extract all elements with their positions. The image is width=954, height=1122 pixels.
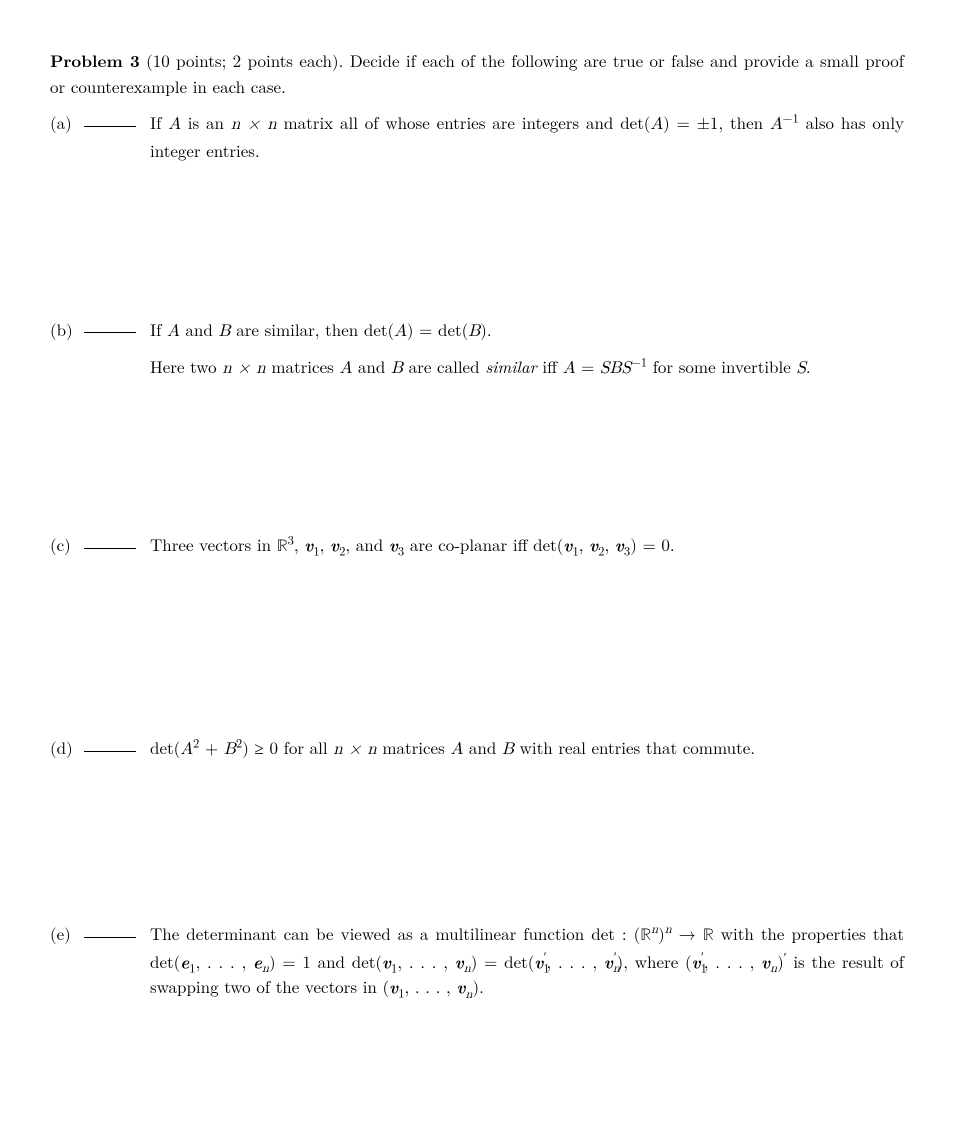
part-e-blank[interactable]	[84, 920, 136, 938]
problem-intro: Problem 3 (10 points; 2 points each). De…	[50, 48, 904, 98]
part-d: (d) det(A2 + B2) ≥ 0 for all n × n matri…	[50, 735, 904, 763]
part-b: (b) If A and B are similar, then det(A) …	[50, 317, 904, 382]
problem-points: (10 points; 2 points each).	[140, 48, 344, 72]
part-e-body: The determinant can be viewed as a multi…	[150, 921, 904, 1000]
part-c-blank[interactable]	[84, 531, 136, 549]
part-b-blank[interactable]	[84, 316, 136, 334]
parts-list: (a) If A is an n × n matrix all of whose…	[50, 110, 904, 1000]
part-d-label: (d)	[50, 735, 84, 760]
part-c-body: Three vectors in ℝ3, v1, v2, and v3 are …	[150, 532, 904, 560]
part-d-body: det(A2 + B2) ≥ 0 for all n × n matrices …	[150, 735, 904, 763]
gap-b	[50, 390, 904, 532]
gap-a	[50, 171, 904, 317]
part-c-label: (c)	[50, 532, 84, 557]
part-a-label: (a)	[50, 110, 84, 135]
part-b-body: If A and B are similar, then det(A) = de…	[150, 317, 904, 382]
part-e-label: (e)	[50, 921, 84, 946]
problem-title: Problem 3	[50, 49, 140, 73]
gap-d	[50, 771, 904, 921]
part-e: (e) The determinant can be viewed as a m…	[50, 921, 904, 1000]
part-a-blank[interactable]	[84, 109, 136, 127]
problem-header: Problem 3 (10 points; 2 points each). De…	[50, 48, 904, 98]
gap-c	[50, 567, 904, 735]
part-d-blank[interactable]	[84, 734, 136, 752]
part-c: (c) Three vectors in ℝ3, v1, v2, and v3 …	[50, 532, 904, 560]
part-a: (a) If A is an n × n matrix all of whose…	[50, 110, 904, 162]
part-a-body: If A is an n × n matrix all of whose ent…	[150, 110, 904, 162]
part-b-label: (b)	[50, 317, 84, 342]
